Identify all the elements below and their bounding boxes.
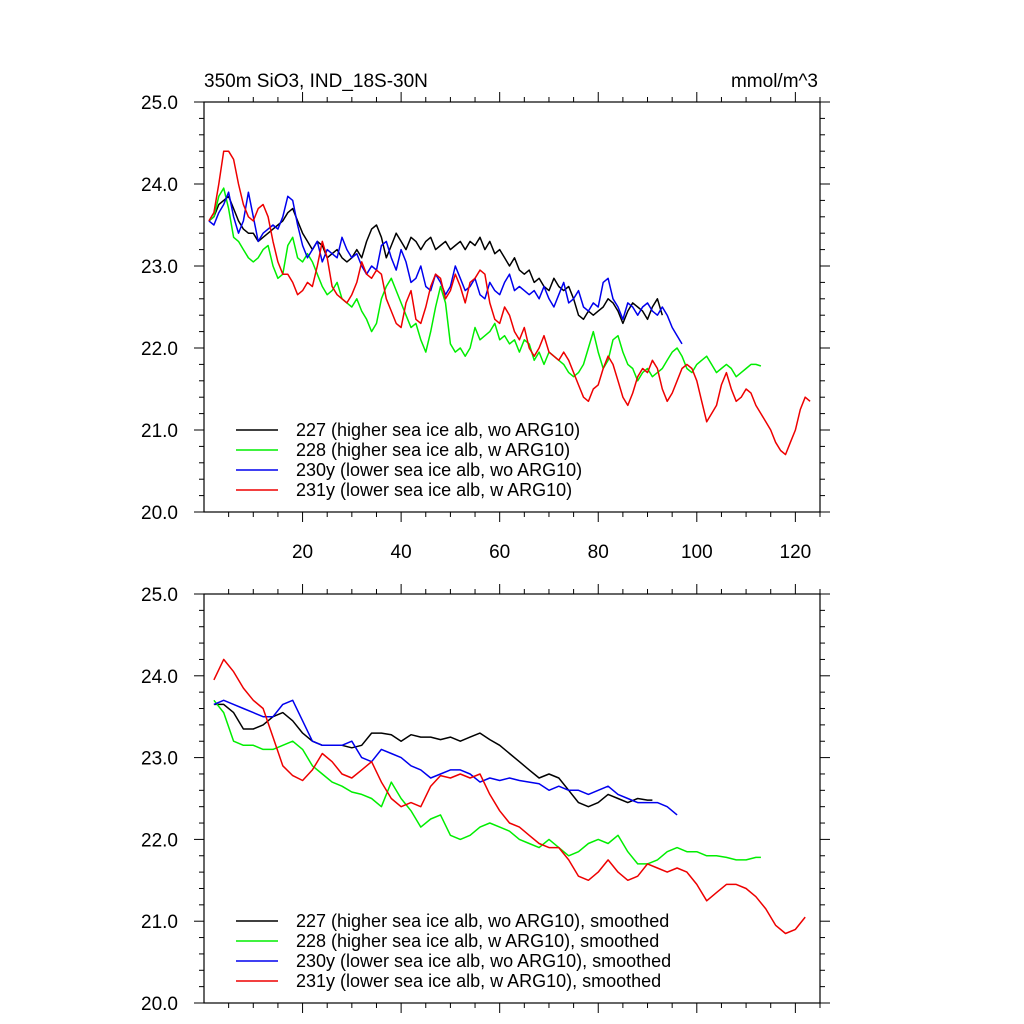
series-line-0 [213, 703, 653, 808]
plot-frame [203, 593, 821, 1004]
x-tick-label: 100 [681, 542, 713, 563]
y-tick-label: 24.0 [141, 175, 178, 196]
legend-label-3: 231y (lower sea ice alb, w ARG10) [296, 480, 572, 500]
y-tick-label: 21.0 [141, 421, 178, 442]
y-tick-label: 23.0 [141, 749, 178, 770]
y-tick-label: 21.0 [141, 912, 178, 933]
x-tick-label: 120 [780, 542, 812, 563]
series-line-2 [213, 699, 678, 816]
series-line-2 [208, 191, 683, 345]
plot-frame [203, 101, 821, 513]
y-tick-label: 25.0 [141, 585, 178, 606]
chart-title: 350m SiO3, IND_18S-30N [204, 71, 428, 92]
legend-label-0: 227 (higher sea ice alb, wo ARG10) [296, 420, 580, 440]
y-tick-label: 24.0 [141, 667, 178, 688]
legend-label-0: 227 (higher sea ice alb, wo ARG10), smoo… [296, 911, 669, 931]
x-tick-label: 40 [391, 542, 412, 563]
legend-label-1: 228 (higher sea ice alb, w ARG10), smoot… [296, 931, 659, 951]
y-tick-label: 23.0 [141, 257, 178, 278]
legend-label-1: 228 (higher sea ice alb, w ARG10) [296, 440, 570, 460]
x-tick-label: 60 [489, 542, 510, 563]
top-panel: 20.0 21.0 22.0 23.0 24.0 25.0 20 40 60 80 100 120 22… [141, 92, 830, 563]
series-line-3 [208, 150, 811, 456]
legend-label-3: 231y (lower sea ice alb, w ARG10), smoot… [296, 971, 661, 991]
x-tick-label: 20 [292, 542, 313, 563]
y-tick-label: 22.0 [141, 339, 178, 360]
series-line-0 [208, 195, 664, 325]
y-tick-label: 20.0 [141, 994, 178, 1015]
unit-label: mmol/m^3 [731, 71, 818, 92]
y-tick-label: 25.0 [141, 93, 178, 114]
legend-label-2: 230y (lower sea ice alb, wo ARG10), smoo… [296, 951, 671, 971]
bottom-panel: 20.0 21.0 22.0 23.0 24.0 25.0 227 (higher sea … [141, 584, 830, 1015]
y-tick-label: 20.0 [141, 503, 178, 524]
x-tick-label: 80 [588, 542, 609, 563]
y-tick-label: 22.0 [141, 830, 178, 851]
series-line-3 [213, 658, 806, 935]
legend-label-2: 230y (lower sea ice alb, wo ARG10) [296, 460, 582, 480]
series-line-1 [213, 699, 761, 865]
series-line-1 [208, 187, 762, 382]
